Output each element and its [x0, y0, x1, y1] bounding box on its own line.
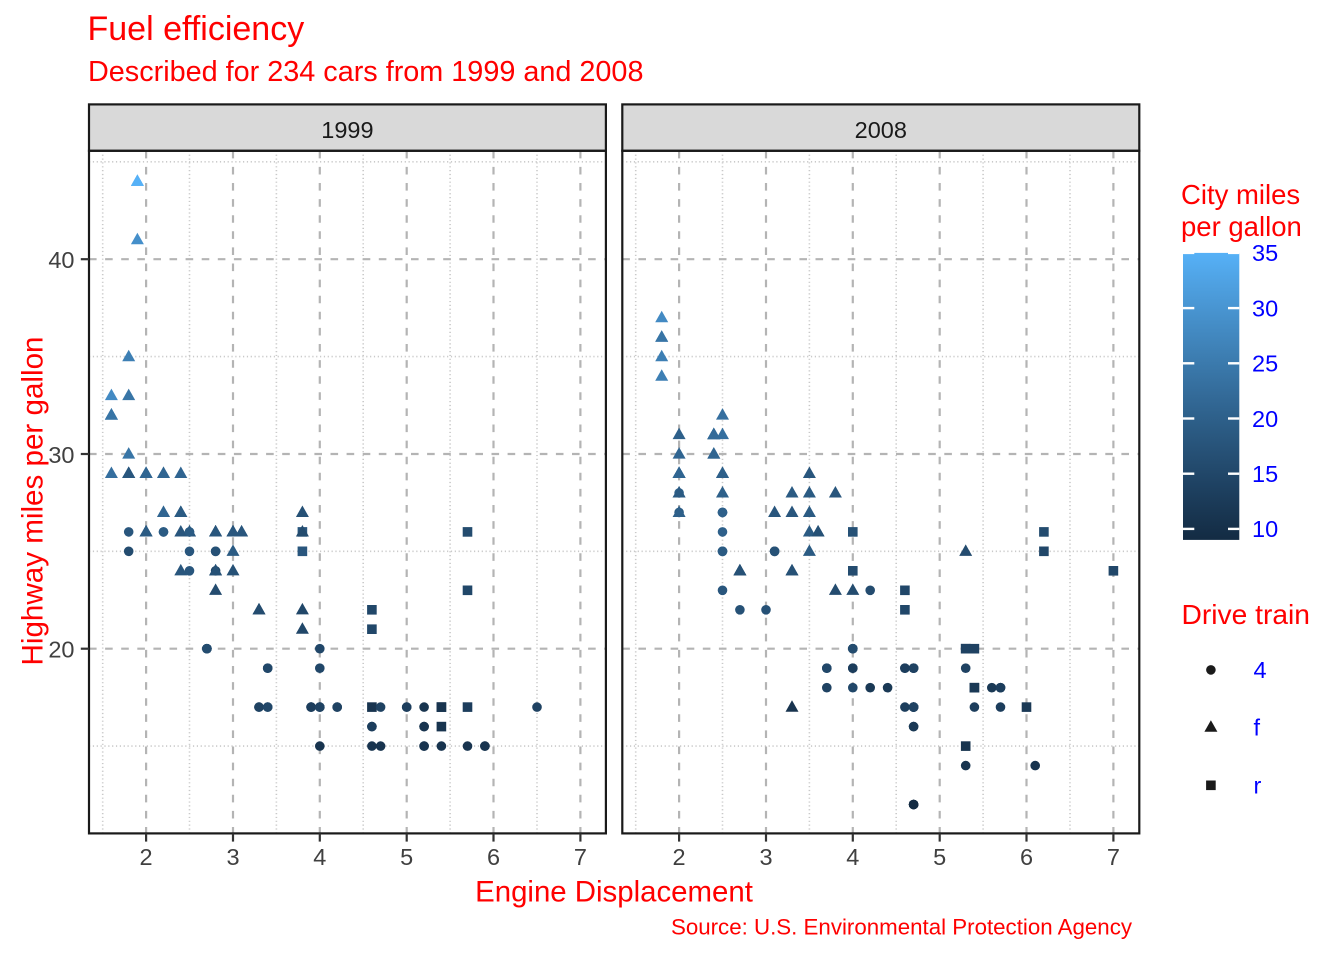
svg-text:6: 6 [1020, 844, 1033, 870]
svg-text:10: 10 [1252, 516, 1278, 542]
svg-text:7: 7 [1107, 844, 1120, 870]
svg-text:7: 7 [574, 844, 587, 870]
svg-text:5: 5 [933, 844, 946, 870]
svg-text:3: 3 [759, 844, 772, 870]
svg-text:City miles: City miles [1181, 179, 1300, 210]
svg-text:15: 15 [1252, 461, 1278, 487]
svg-text:Highway miles per gallon: Highway miles per gallon [17, 337, 50, 666]
svg-text:Fuel efficiency: Fuel efficiency [88, 10, 305, 48]
svg-text:Drive train: Drive train [1182, 598, 1310, 630]
svg-text:25: 25 [1252, 351, 1278, 377]
svg-text:4: 4 [1254, 657, 1267, 683]
svg-text:3: 3 [226, 844, 239, 870]
svg-text:5: 5 [400, 844, 413, 870]
svg-text:Described for 234 cars from 19: Described for 234 cars from 1999 and 200… [88, 56, 643, 88]
svg-text:30: 30 [1252, 295, 1278, 321]
svg-text:20: 20 [48, 637, 74, 663]
svg-text:4: 4 [846, 844, 859, 870]
svg-text:1999: 1999 [321, 117, 373, 143]
svg-text:30: 30 [48, 442, 74, 468]
svg-text:2008: 2008 [855, 117, 907, 143]
svg-text:6: 6 [487, 844, 500, 870]
svg-text:r: r [1254, 773, 1262, 799]
svg-text:Source: U.S. Environmental Pro: Source: U.S. Environmental Protection Ag… [671, 915, 1133, 940]
svg-text:40: 40 [48, 247, 74, 273]
svg-text:2: 2 [673, 844, 686, 870]
svg-text:20: 20 [1252, 406, 1278, 432]
svg-text:4: 4 [313, 844, 326, 870]
svg-text:2: 2 [140, 844, 153, 870]
svg-text:f: f [1254, 715, 1261, 741]
svg-text:35: 35 [1252, 240, 1278, 266]
svg-text:Engine Displacement: Engine Displacement [475, 876, 753, 909]
svg-text:per gallon: per gallon [1181, 211, 1302, 242]
